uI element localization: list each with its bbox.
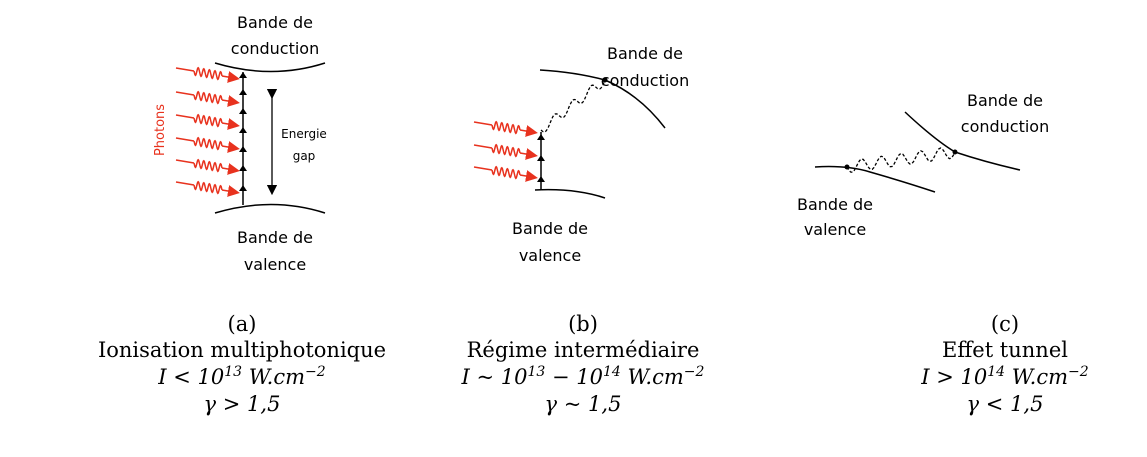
intensity: I < 1013 W.cm−2 [157,364,325,389]
photon-head [222,76,234,78]
conduction-label: conduction [231,39,319,58]
photon-wave [194,115,222,127]
photon-head [222,100,234,102]
exponent: −2 [305,364,326,380]
gamma: γ < 1,5 [967,392,1044,416]
valence-label: valence [804,220,866,239]
photon [474,145,532,157]
conduction-label: Bande de [237,13,313,32]
valence-label: Bande de [237,228,313,247]
arrowhead [537,155,545,161]
exponent: −2 [684,364,705,380]
photon-tail [176,68,194,71]
figure: Energie gap Photons Bande de conduction … [0,0,1147,457]
exponent: 13 [528,364,546,380]
photon [176,138,234,150]
caption-letter: (a) [228,312,257,336]
panel-c: Bande de conduction Bande de valence [797,91,1049,239]
caption-letter: (b) [568,312,598,336]
photon [474,167,532,179]
photon-head [222,146,234,148]
tunnel-wave [541,80,605,132]
photon-head [222,168,234,170]
photon-head [222,123,234,125]
exponent: 14 [603,364,621,380]
arrowhead [239,89,247,95]
arrowhead [537,134,545,140]
valence-band [815,167,935,192]
photon-wave [194,182,222,194]
exponent: 13 [224,364,242,380]
conduction-label: conduction [961,117,1049,136]
photon-head [520,130,532,132]
intensity-part: W.cm [621,365,684,389]
arrowhead [239,146,247,152]
conduction-label: conduction [601,71,689,90]
valence-label: Bande de [797,195,873,214]
valence-band [535,190,605,198]
gap-label: Energie [281,127,327,141]
tunnel-wave [847,148,955,172]
valence-label: valence [519,246,581,265]
caption-title: Régime intermédiaire [467,338,700,362]
conduction-label: Bande de [607,44,683,63]
arrowhead [239,185,247,191]
arrowhead [239,127,247,133]
exponent: 14 [987,364,1005,380]
conduction-band [215,63,325,72]
photon [176,68,234,80]
conduction-label: Bande de [967,91,1043,110]
intensity-part: I > 10 [920,365,987,389]
valence-band [215,205,325,214]
gap-label: gap [293,149,316,163]
photon-wave [492,167,520,179]
photon-wave [492,122,520,134]
photon-tail [474,145,492,148]
arrowhead [239,165,247,171]
photon-wave [194,92,222,104]
photon [176,182,234,194]
photon-tail [474,122,492,125]
gamma: γ > 1,5 [204,392,281,416]
photon-wave [194,138,222,150]
intensity-part: W.cm [1005,365,1068,389]
intensity-part: I ~ 10 [461,365,528,389]
photon-tail [176,92,194,95]
photon [176,115,234,127]
photon-tail [474,167,492,170]
exponent: −2 [1068,364,1089,380]
photon-wave [194,160,222,172]
photon-head [520,153,532,155]
caption-letter: (c) [991,312,1019,336]
intensity: I ~ 1013 − 1014 W.cm−2 [461,364,705,389]
arrowhead [239,72,247,78]
photon [474,122,532,134]
photon [176,92,234,104]
photon [176,160,234,172]
intensity-part: − 10 [545,365,603,389]
panel-a: Energie gap Photons Bande de conduction … [153,13,327,274]
caption-title: Ionisation multiphotonique [98,338,386,362]
photon-tail [176,182,194,185]
photon-head [520,175,532,177]
photons-label: Photons [153,104,168,156]
caption-title: Effet tunnel [942,338,1068,362]
arrowhead [537,176,545,182]
panel-b: Bande de conduction Bande de valence [512,44,689,265]
valence-label: valence [244,255,306,274]
photon-wave [492,145,520,157]
photon-wave [194,68,222,80]
photon-tail [176,160,194,163]
valence-label: Bande de [512,219,588,238]
photon-head [222,190,234,192]
intensity-part: W.cm [242,365,305,389]
intensity-part: I < 10 [157,365,224,389]
intensity: I > 1014 W.cm−2 [920,364,1088,389]
photon-tail [176,115,194,118]
photon-tail [176,138,194,141]
gamma: γ ~ 1,5 [545,392,622,416]
arrowhead [239,108,247,114]
